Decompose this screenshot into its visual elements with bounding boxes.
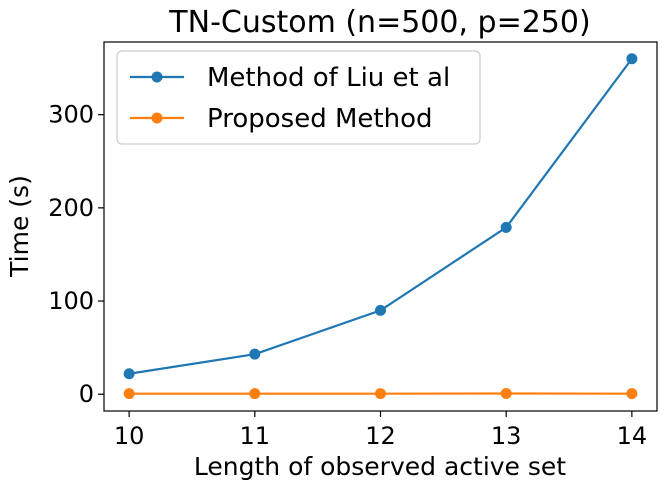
x-tick-label: 13 (491, 422, 522, 450)
data-point (500, 221, 512, 233)
series-1 (123, 53, 638, 380)
x-axis-label: Length of observed active set (194, 452, 566, 481)
y-axis: 0 100 200 300 (48, 101, 104, 408)
legend-label: Method of Liu et al (207, 63, 450, 93)
data-point (375, 388, 386, 400)
x-tick-label: 14 (617, 422, 648, 450)
legend-item: Proposed Method (130, 104, 432, 134)
data-point (249, 348, 261, 360)
y-axis-label: Time (s) (5, 175, 34, 278)
data-point (123, 368, 135, 380)
data-point (500, 387, 512, 399)
x-tick-label: 11 (240, 422, 271, 450)
y-tick-label: 0 (79, 380, 94, 408)
data-point (626, 388, 638, 400)
y-tick-label: 100 (48, 287, 94, 315)
series-layer (123, 53, 638, 400)
legend-swatch-marker (151, 112, 163, 124)
x-axis: 10 11 12 13 14 (114, 411, 647, 450)
data-point (375, 304, 386, 316)
y-tick-label: 200 (48, 194, 94, 222)
data-point (626, 53, 638, 65)
x-tick-label: 10 (114, 422, 145, 450)
legend-swatch-marker (151, 71, 163, 83)
legend-box (116, 50, 481, 145)
data-point (249, 388, 261, 400)
legend-label: Proposed Method (207, 104, 432, 134)
x-tick-label: 12 (365, 422, 396, 450)
legend-item: Method of Liu et al (130, 63, 450, 93)
chart-title: TN-Custom (n=500, p=250) (168, 5, 590, 40)
data-point (123, 388, 135, 400)
legend: Method of Liu et al Proposed Method (116, 50, 481, 145)
y-tick-label: 300 (48, 101, 94, 129)
series-2 (123, 387, 638, 400)
